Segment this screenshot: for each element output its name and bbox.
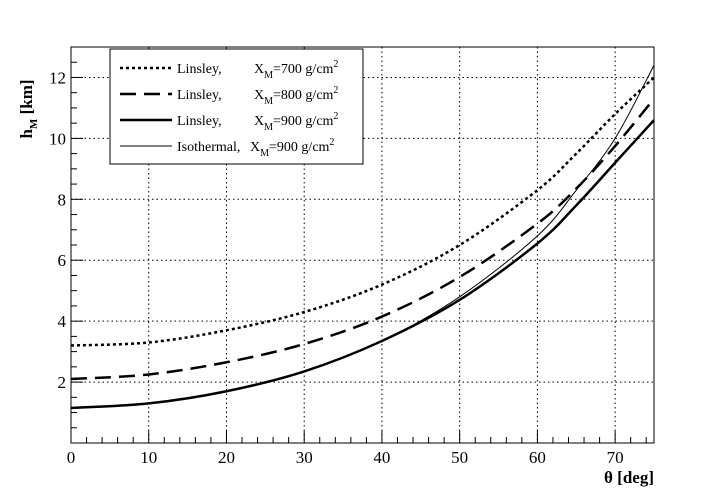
y-axis-title-main: h (17, 129, 36, 139)
legend-value: =700 g/cm (273, 62, 333, 77)
x-tick-label: 60 (529, 448, 546, 467)
y-tick-label: 6 (58, 251, 67, 270)
series-line-2 (70, 97, 655, 381)
legend-xm: X (254, 88, 264, 103)
legend-xm-sub: M (264, 96, 273, 107)
legend-name-2: Linsley, (177, 88, 222, 103)
legend-name-3: Linsley, (177, 114, 222, 129)
legend-label-2: XM=800 g/cm2 (254, 85, 338, 107)
y-tick-label: 10 (49, 129, 66, 148)
y-tick-label: 2 (58, 373, 67, 392)
x-tick-label: 50 (451, 448, 468, 467)
y-tick-label: 12 (49, 68, 66, 87)
x-tick-label: 20 (218, 448, 235, 467)
legend-value: =900 g/cm (273, 114, 333, 129)
legend-sup: 2 (333, 111, 338, 122)
legend-xm-sub: M (260, 148, 269, 159)
grid (71, 47, 654, 443)
axes (70, 46, 655, 444)
legend-xm: X (254, 62, 264, 77)
x-axis-title: θ [deg] (604, 468, 654, 487)
x-tick-label: 0 (67, 448, 76, 467)
legend-xm: X (250, 140, 260, 155)
y-axis-title-unit: [km] (17, 79, 36, 118)
y-axis-title: hM [km] (17, 79, 40, 138)
y-axis-title-sub: M (28, 118, 40, 129)
legend-xm: X (254, 114, 264, 129)
y-tick-label: 4 (58, 312, 67, 331)
x-tick-label: 10 (140, 448, 157, 467)
legend-sup: 2 (333, 85, 338, 96)
x-tick-label: 30 (296, 448, 313, 467)
legend-name-1: Linsley, (177, 62, 222, 77)
legend-sup: 2 (333, 59, 338, 70)
y-tick-label: 8 (58, 190, 67, 209)
x-tick-label: 40 (373, 448, 390, 467)
legend-value: =900 g/cm (269, 140, 329, 155)
legend-xm-sub: M (264, 70, 273, 81)
legend-sup: 2 (329, 137, 334, 148)
series-group (70, 65, 655, 410)
legend-label-3: XM=900 g/cm2 (254, 111, 338, 133)
legend-label-1: XM=700 g/cm2 (254, 59, 338, 81)
series-line-4 (70, 65, 655, 409)
legend-xm-sub: M (264, 122, 273, 133)
series-line-1 (70, 76, 655, 347)
legend-value: =800 g/cm (273, 88, 333, 103)
legend-label-4: XM=900 g/cm2 (250, 137, 334, 159)
x-tick-label: 70 (607, 448, 624, 467)
legend-name-4: Isothermal, (177, 140, 240, 155)
